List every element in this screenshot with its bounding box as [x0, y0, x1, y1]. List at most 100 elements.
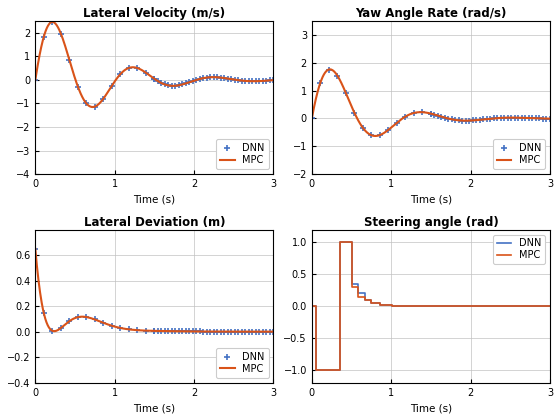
MPC — [337, 240, 343, 245]
DNN — [204, 75, 211, 80]
DNN — [169, 83, 175, 88]
DNN — [512, 115, 519, 120]
DNN — [218, 329, 225, 334]
DNN — [427, 111, 434, 116]
DNN — [155, 79, 161, 84]
MPC — [309, 116, 315, 121]
MPC — [505, 304, 511, 309]
DNN — [142, 328, 149, 333]
Line: MPC: MPC — [35, 22, 273, 107]
DNN — [522, 116, 529, 121]
Title: Lateral Deviation (m): Lateral Deviation (m) — [83, 215, 225, 228]
DNN — [309, 116, 315, 121]
DNN — [151, 76, 158, 81]
DNN — [32, 77, 39, 82]
DNN — [179, 329, 186, 334]
DNN — [214, 329, 221, 334]
MPC — [468, 118, 475, 123]
DNN — [270, 78, 277, 83]
DNN — [186, 80, 193, 85]
DNN — [49, 19, 55, 24]
MPC — [172, 329, 179, 334]
DNN — [515, 115, 522, 120]
DNN — [235, 329, 242, 334]
DNN — [256, 329, 263, 334]
DNN — [91, 317, 98, 322]
DNN — [125, 66, 132, 71]
DNN — [155, 328, 161, 333]
DNN — [449, 117, 455, 122]
DNN — [249, 329, 256, 334]
DNN — [207, 75, 214, 80]
DNN — [360, 125, 366, 130]
MPC — [451, 304, 458, 309]
DNN — [435, 113, 441, 118]
DNN — [225, 329, 231, 334]
MPC — [173, 83, 180, 88]
DNN — [179, 82, 186, 87]
DNN — [463, 118, 469, 123]
DNN — [470, 118, 477, 123]
Line: MPC: MPC — [312, 69, 550, 136]
DNN — [211, 75, 217, 80]
MPC — [192, 78, 198, 83]
DNN — [242, 79, 249, 84]
MPC — [438, 304, 445, 309]
MPC — [424, 304, 431, 309]
DNN — [442, 115, 449, 120]
MPC — [191, 329, 198, 334]
MPC — [351, 110, 358, 115]
DNN — [74, 315, 81, 320]
DNN — [427, 111, 434, 116]
Title: Yaw Angle Rate (rad/s): Yaw Angle Rate (rad/s) — [355, 7, 507, 20]
DNN — [438, 114, 445, 119]
MPC — [139, 328, 146, 333]
DNN — [175, 329, 182, 334]
DNN — [508, 115, 515, 120]
DNN — [445, 116, 452, 121]
MPC — [93, 318, 100, 323]
DNN — [540, 116, 547, 121]
DNN — [313, 368, 320, 373]
DNN — [480, 117, 487, 122]
DNN — [161, 82, 168, 87]
DNN — [165, 83, 172, 88]
DNN — [487, 116, 494, 121]
DNN — [466, 118, 473, 123]
DNN — [165, 328, 172, 333]
DNN — [151, 328, 158, 333]
DNN — [218, 75, 225, 80]
MPC — [74, 84, 81, 89]
DNN — [200, 329, 207, 334]
X-axis label: Time (s): Time (s) — [133, 194, 175, 205]
Line: DNN: DNN — [309, 66, 553, 139]
Line: DNN: DNN — [312, 242, 550, 370]
Line: MPC: MPC — [312, 242, 550, 370]
MPC — [327, 67, 334, 72]
MPC — [270, 329, 277, 334]
MPC — [212, 75, 219, 80]
DNN — [169, 329, 175, 334]
DNN — [543, 116, 550, 121]
MPC — [423, 304, 430, 309]
DNN — [431, 112, 438, 117]
MPC — [313, 368, 320, 373]
Line: DNN: DNN — [32, 245, 277, 335]
DNN — [309, 304, 315, 309]
DNN — [100, 320, 107, 326]
DNN — [325, 67, 332, 72]
Legend: DNN, MPC: DNN, MPC — [493, 235, 545, 264]
DNN — [424, 304, 431, 309]
DNN — [151, 328, 158, 333]
DNN — [221, 329, 228, 334]
DNN — [505, 115, 511, 120]
DNN — [49, 328, 55, 333]
DNN — [526, 116, 533, 121]
MPC — [94, 103, 101, 108]
DNN — [394, 120, 400, 125]
DNN — [501, 115, 508, 120]
DNN — [83, 315, 90, 320]
DNN — [183, 81, 189, 86]
Legend: DNN, MPC: DNN, MPC — [216, 139, 269, 169]
DNN — [351, 110, 358, 115]
